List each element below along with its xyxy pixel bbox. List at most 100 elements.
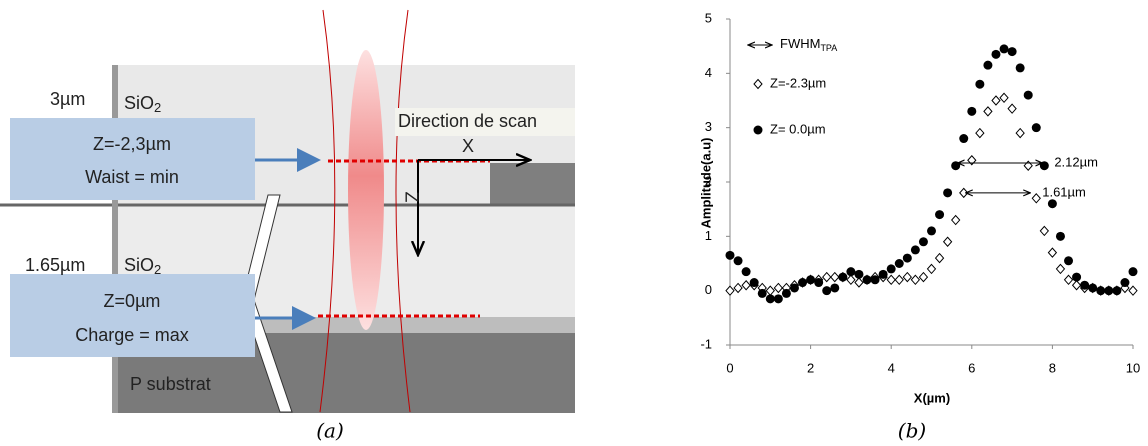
point (886, 274, 896, 286)
point (975, 79, 985, 89)
point (991, 95, 1001, 106)
material-sub: 2 (154, 100, 161, 115)
point (1120, 278, 1130, 288)
point (967, 106, 977, 116)
point (959, 134, 969, 144)
y-tick-label: 4 (705, 65, 712, 80)
material-main: SiO (124, 93, 154, 113)
point (935, 210, 945, 220)
point (733, 282, 743, 294)
point (934, 252, 945, 264)
axis-x: X (462, 136, 474, 156)
point (926, 263, 937, 275)
point (1007, 47, 1017, 57)
point (806, 275, 816, 285)
info-box (10, 118, 255, 200)
x-tick-label: 4 (888, 360, 895, 375)
point (1015, 63, 1025, 73)
box-text: Z=0µm (104, 291, 161, 311)
point (822, 286, 832, 296)
legend-note-sub: TPA (820, 43, 837, 53)
edge (112, 65, 118, 413)
point (822, 271, 832, 283)
point (910, 274, 921, 286)
point (1039, 225, 1050, 237)
point (983, 106, 993, 117)
legend-note-main: FWHM (780, 36, 820, 51)
legend-label: Z=-2.3µm (770, 75, 826, 90)
legend-marker (753, 78, 763, 90)
point (814, 278, 824, 288)
y-tick-label: 1 (705, 228, 712, 243)
step (490, 163, 575, 205)
x-tick-label: 10 (1126, 360, 1140, 375)
legend-marker (753, 125, 763, 135)
point (902, 253, 912, 263)
point (757, 288, 767, 298)
substrate-label: P substrat (130, 374, 211, 394)
point (1128, 285, 1138, 296)
point (870, 275, 880, 285)
diagram: 3µm SiO2 1.65µm SiO2 P substrat Directio… (0, 9, 575, 413)
point (765, 294, 775, 304)
point (773, 294, 783, 304)
point (894, 274, 904, 286)
point (991, 49, 1001, 59)
legend-note: FWHMTPA (780, 36, 837, 53)
y-tick-label: 5 (705, 10, 712, 25)
beam-edge (319, 9, 336, 413)
thickness: 1.65µm (25, 255, 85, 275)
point (854, 269, 864, 279)
y-tick-label: -1 (700, 336, 712, 351)
scan-label: Direction de scan (398, 111, 537, 131)
beam-edge (395, 9, 411, 413)
fwhm-label: 2.12µm (1054, 154, 1098, 169)
material: SiO2 (124, 93, 161, 116)
point (1112, 286, 1122, 296)
x-tick-label: 8 (1049, 360, 1056, 375)
point (1047, 247, 1058, 258)
point (942, 236, 953, 248)
material: SiO2 (124, 255, 161, 278)
point (741, 267, 751, 277)
thickness: 3µm (50, 89, 85, 109)
point (1007, 103, 1017, 114)
x-tick-label: 0 (726, 360, 733, 375)
point (789, 283, 799, 293)
point (894, 259, 904, 268)
point (798, 278, 808, 288)
point (983, 60, 993, 70)
point (999, 92, 1009, 104)
x-tick-label: 6 (968, 360, 975, 375)
point (1031, 193, 1041, 204)
point (749, 278, 759, 288)
point (1055, 263, 1066, 275)
point (1064, 256, 1074, 266)
point (1080, 280, 1090, 290)
box-text: Waist = min (85, 167, 179, 187)
point (1072, 272, 1082, 282)
point (951, 214, 961, 226)
x-axis-title: X(µm) (914, 390, 950, 405)
point (1015, 127, 1025, 139)
point (741, 279, 751, 291)
point (725, 285, 735, 296)
point (878, 269, 888, 279)
axis-z: Z (401, 192, 421, 203)
material-sub: 2 (154, 262, 161, 277)
point (886, 264, 896, 274)
legend-label: Z= 0.0µm (770, 121, 826, 136)
y-tick-label: 3 (705, 119, 712, 134)
point (781, 288, 791, 298)
box-text: Z=-2,3µm (93, 134, 171, 154)
material-main: SiO (124, 255, 154, 275)
point (765, 285, 775, 296)
point (943, 188, 953, 198)
point (725, 250, 735, 260)
label-bg (395, 108, 575, 136)
point (1096, 286, 1106, 296)
info-box (10, 274, 255, 357)
point (910, 245, 920, 255)
point (918, 237, 928, 247)
